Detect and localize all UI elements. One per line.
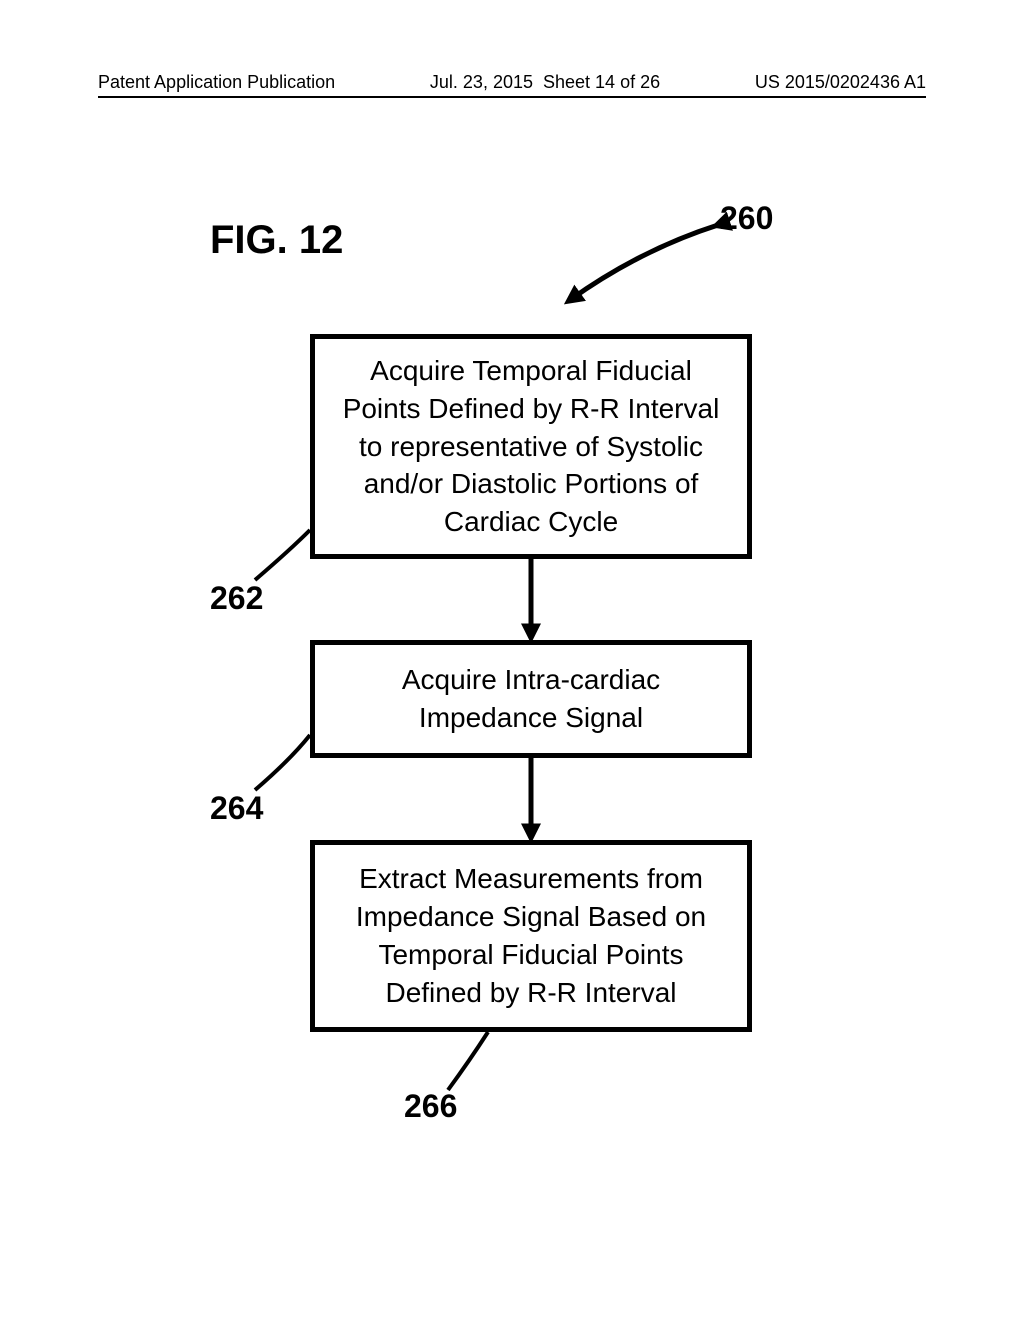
flow-box-262-text: Acquire Temporal Fiducial Points Defined…	[339, 352, 723, 541]
page-header: Patent Application Publication Jul. 23, …	[98, 72, 926, 93]
ref-262: 262	[210, 580, 263, 617]
flow-box-262: Acquire Temporal Fiducial Points Defined…	[310, 334, 752, 559]
flow-box-266-text: Extract Measurements from Impedance Sign…	[339, 860, 723, 1011]
figure-label: FIG. 12	[210, 218, 343, 263]
ref-260: 260	[720, 200, 773, 237]
header-right: US 2015/0202436 A1	[755, 72, 926, 93]
ref-264: 264	[210, 790, 263, 827]
ref-266: 266	[404, 1088, 457, 1125]
flow-box-264-text: Acquire Intra-cardiac Impedance Signal	[339, 661, 723, 737]
header-left: Patent Application Publication	[98, 72, 335, 93]
page: Patent Application Publication Jul. 23, …	[0, 0, 1024, 1320]
flow-box-264: Acquire Intra-cardiac Impedance Signal	[310, 640, 752, 758]
flow-box-266: Extract Measurements from Impedance Sign…	[310, 840, 752, 1032]
header-rule	[98, 96, 926, 98]
header-mid: Jul. 23, 2015 Sheet 14 of 26	[430, 72, 660, 93]
